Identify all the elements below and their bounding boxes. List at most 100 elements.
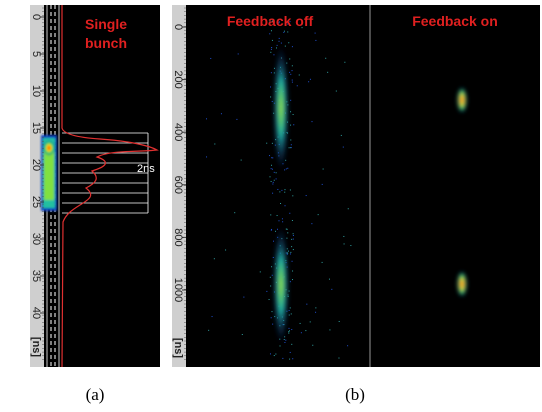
noise-dot — [278, 22, 280, 24]
noise-dot — [271, 311, 273, 313]
noise-dot — [282, 221, 284, 223]
noise-dot — [278, 40, 280, 42]
noise-dot — [289, 212, 291, 214]
noise-dot — [289, 281, 291, 283]
ruler-label: 600 — [172, 176, 184, 194]
noise-dot — [270, 229, 272, 231]
noise-dot — [270, 86, 272, 88]
noise-dot — [270, 317, 272, 319]
noise-dot — [275, 47, 277, 49]
ruler-b — [172, 5, 186, 367]
noise-dot — [284, 336, 286, 338]
noise-dot — [225, 249, 227, 251]
noise-dot — [284, 191, 286, 193]
noise-dot — [206, 118, 208, 120]
noise-dot — [309, 321, 311, 323]
noise-dot — [288, 147, 290, 149]
noise-dot — [206, 156, 208, 158]
noise-dot — [211, 316, 213, 318]
noise-dot — [275, 178, 277, 180]
noise-dot — [331, 288, 333, 290]
ruler-label: 15 — [30, 122, 42, 134]
noise-dot — [289, 71, 291, 73]
noise-dot — [328, 278, 330, 280]
panel-title: Feedback off — [227, 13, 314, 29]
noise-dot — [273, 67, 275, 69]
noise-dot — [291, 70, 293, 72]
noise-dot — [269, 176, 271, 178]
noise-dot — [291, 260, 293, 262]
noise-dot — [290, 251, 292, 253]
noise-dot — [266, 290, 268, 292]
noise-dot — [285, 22, 287, 24]
noise-dot — [275, 172, 277, 174]
noise-dot — [271, 157, 273, 159]
noise-dot — [208, 329, 210, 331]
noise-dot — [270, 168, 272, 170]
noise-dot — [287, 31, 289, 33]
noise-dot — [280, 42, 282, 44]
noise-dot — [289, 189, 291, 191]
noise-dot — [288, 331, 290, 333]
noise-dot — [277, 188, 279, 190]
ruler-label: 10 — [30, 85, 42, 97]
noise-dot — [291, 65, 293, 67]
noise-dot — [289, 358, 291, 360]
noise-dot — [342, 146, 344, 148]
noise-dot — [290, 147, 292, 149]
panel-title: bunch — [85, 35, 127, 51]
noise-dot — [288, 314, 290, 316]
noise-dot — [286, 237, 288, 239]
noise-dot — [214, 143, 216, 145]
noise-dot — [279, 345, 281, 347]
noise-dot — [284, 169, 286, 171]
noise-dot — [273, 355, 275, 357]
noise-dot — [292, 235, 294, 237]
noise-dot — [288, 309, 290, 311]
ruler-label: 800 — [172, 228, 184, 246]
noise-dot — [286, 62, 288, 64]
noise-dot — [240, 159, 242, 161]
noise-dot — [329, 329, 331, 331]
noise-dot — [292, 114, 294, 116]
annotation: 2ns — [137, 163, 155, 175]
noise-dot — [278, 220, 280, 222]
noise-dot — [280, 202, 282, 204]
noise-dot — [283, 338, 285, 340]
noise-dot — [269, 353, 271, 355]
noise-dot — [288, 327, 290, 329]
noise-dot — [236, 118, 238, 120]
noise-dot — [291, 343, 293, 345]
noise-dot — [289, 21, 291, 23]
noise-dot — [270, 51, 272, 53]
noise-dot — [327, 71, 329, 73]
noise-dot — [283, 30, 285, 32]
noise-dot — [315, 39, 317, 41]
noise-dot — [301, 27, 303, 29]
noise-dot — [335, 90, 337, 92]
noise-dot — [285, 168, 287, 170]
noise-dot — [298, 74, 300, 76]
ruler-label: 35 — [30, 270, 42, 282]
noise-dot — [271, 266, 273, 268]
noise-dot — [276, 215, 278, 217]
noise-dot — [285, 339, 287, 341]
noise-dot — [288, 332, 290, 334]
noise-dot — [271, 164, 273, 166]
noise-dot — [290, 139, 292, 141]
noise-dot — [286, 248, 288, 250]
noise-dot — [276, 228, 278, 230]
noise-dot — [286, 228, 288, 230]
noise-dot — [292, 270, 294, 272]
noise-dot — [289, 351, 291, 353]
noise-dot — [317, 214, 319, 216]
noise-dot — [340, 134, 342, 136]
noise-dot — [287, 167, 289, 169]
noise-dot — [347, 345, 349, 347]
noise-dot — [305, 195, 307, 197]
noise-dot — [271, 100, 273, 102]
noise-dot — [270, 48, 272, 50]
noise-dot — [322, 168, 324, 170]
noise-dot — [281, 189, 283, 191]
